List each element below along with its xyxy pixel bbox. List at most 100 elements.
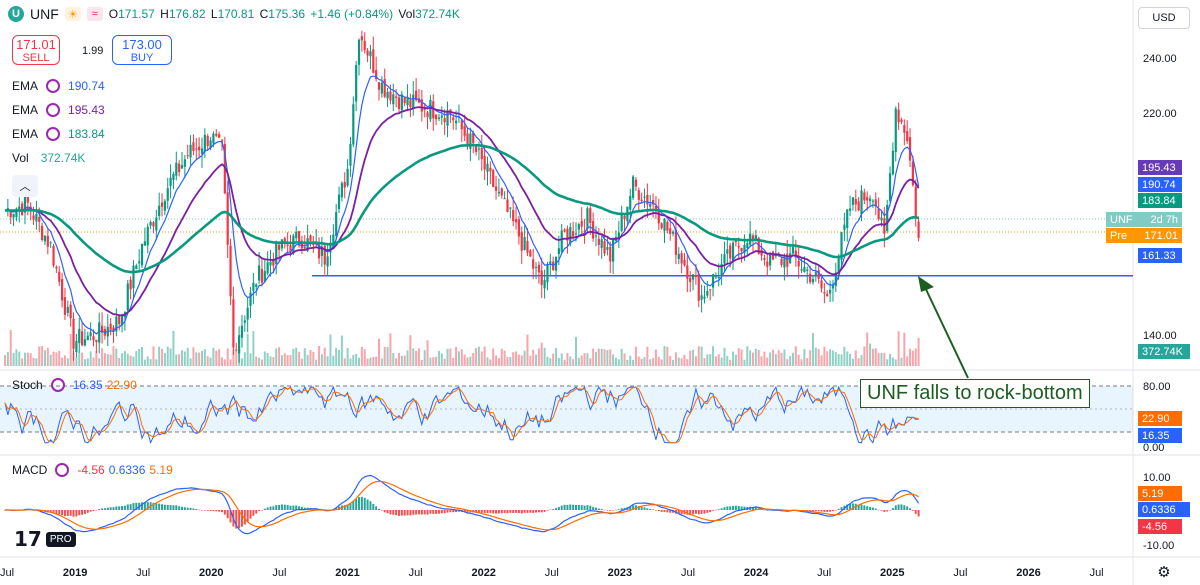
annotation-callout[interactable]: UNF falls to rock-bottom — [860, 379, 1090, 408]
refresh-icon[interactable] — [46, 103, 61, 117]
volume-bar — [106, 354, 109, 366]
volume-bar — [380, 358, 383, 366]
candle-body — [420, 99, 423, 112]
refresh-icon[interactable] — [46, 79, 61, 93]
volume-bar — [252, 331, 255, 366]
macd-hist-bar — [609, 510, 612, 511]
ema-legend-1[interactable]: EMA 190.74 — [12, 79, 105, 93]
volume-bar — [654, 349, 657, 366]
symbol-name[interactable]: UNF — [30, 6, 59, 22]
ema-legend-2[interactable]: EMA 195.43 — [12, 103, 105, 117]
collapse-legend-button[interactable]: ︿ — [12, 175, 38, 197]
volume-bar — [703, 358, 706, 366]
macd-hist-bar — [200, 510, 203, 511]
macd-hist-bar — [894, 505, 897, 510]
volume-bar — [58, 350, 61, 366]
refresh-icon[interactable] — [55, 463, 70, 477]
sun-icon[interactable]: ☀ — [64, 7, 81, 21]
candle-body — [746, 243, 749, 248]
candle-body — [680, 253, 683, 264]
stoch-legend[interactable]: Stoch 16.35 22.90 — [12, 378, 137, 392]
volume-bar — [506, 357, 509, 366]
candle-body — [769, 253, 772, 266]
candle-body — [417, 98, 421, 103]
tradingview-logo[interactable]: 17 PRO — [14, 527, 76, 551]
ohlc-values: O171.57 H176.82 L170.81 C175.36 +1.46 (+… — [108, 7, 460, 21]
candle-body — [198, 146, 201, 151]
candle-body — [406, 97, 409, 106]
volume-bar — [769, 352, 772, 366]
candle-body — [649, 204, 652, 207]
buy-button[interactable]: 173.00 BUY — [112, 35, 172, 65]
sell-button[interactable]: 171.01 SELL — [12, 35, 60, 65]
candle-body — [640, 199, 643, 202]
ema-legend-3[interactable]: EMA 183.84 — [12, 127, 105, 141]
volume-bar — [800, 359, 803, 366]
macd-hist-bar — [589, 505, 592, 510]
candle-body — [637, 190, 640, 200]
macd-hist-bar — [423, 510, 426, 515]
macd-hist-bar — [420, 510, 423, 515]
macd-hist-bar — [380, 510, 383, 511]
candle-body — [269, 261, 272, 266]
volume-bar — [752, 352, 755, 366]
candle-body — [720, 264, 723, 277]
candle-body — [634, 179, 638, 187]
candle-body — [646, 194, 649, 205]
macd-hist-bar — [81, 510, 84, 515]
macd-hist-bar — [652, 509, 655, 510]
macd-hist-bar — [492, 510, 495, 514]
buy-price: 173.00 — [122, 36, 162, 52]
candle-body — [671, 231, 675, 234]
candle-body — [857, 201, 860, 211]
macd-hist-bar — [537, 510, 540, 513]
time-tick-label: 2024 — [744, 567, 769, 579]
candle-body — [349, 143, 352, 166]
candle-body — [460, 120, 463, 130]
candle-body — [606, 247, 609, 250]
candle-body — [275, 241, 278, 265]
candle-body — [848, 208, 852, 211]
macd-hist-bar — [218, 510, 221, 512]
macd-hist-bar — [78, 510, 81, 516]
candle-body — [126, 283, 129, 311]
volume-bar — [597, 348, 600, 366]
macd-hist-bar — [477, 510, 480, 513]
volume-bar — [115, 348, 118, 366]
candle-body — [203, 134, 206, 152]
sell-price: 171.01 — [16, 36, 56, 52]
candle-body — [860, 190, 863, 214]
volume-legend[interactable]: Vol 372.74K — [12, 151, 86, 165]
macd-hist-bar — [181, 506, 184, 510]
refresh-icon[interactable] — [46, 127, 61, 141]
gear-icon[interactable]: ⚙ — [1157, 564, 1171, 581]
volume-bar — [249, 353, 252, 366]
macd-hist-bar — [743, 506, 746, 510]
macd-legend[interactable]: MACD -4.56 0.6336 5.19 — [12, 463, 173, 477]
macd-hist-bar — [874, 508, 877, 510]
currency-select[interactable]: USD — [1138, 7, 1190, 29]
refresh-icon[interactable] — [50, 378, 65, 392]
macd-hist-bar — [840, 507, 843, 510]
volume-bar — [803, 349, 806, 366]
candle-body — [583, 230, 586, 232]
volume-bar — [706, 354, 709, 366]
candle-body — [283, 238, 286, 245]
macd-hist-bar — [118, 506, 121, 510]
macd-line-label: 0.6336 — [1138, 502, 1190, 517]
volume-bar — [523, 350, 526, 366]
macd-hist-bar — [877, 509, 880, 511]
macd-hist-bar — [823, 510, 826, 512]
candle-body — [18, 206, 21, 210]
candle-body — [83, 339, 87, 346]
candle-body — [657, 209, 660, 224]
macd-hist-bar — [552, 509, 555, 510]
volume-bar — [600, 348, 603, 366]
countdown-label: UNF 2d 7h — [1106, 212, 1182, 227]
volume-bar — [846, 351, 849, 366]
candle-body — [35, 213, 38, 222]
candle-body — [292, 235, 295, 254]
wave-icon[interactable]: ≈ — [86, 7, 103, 21]
macd-hist-bar — [455, 510, 458, 513]
